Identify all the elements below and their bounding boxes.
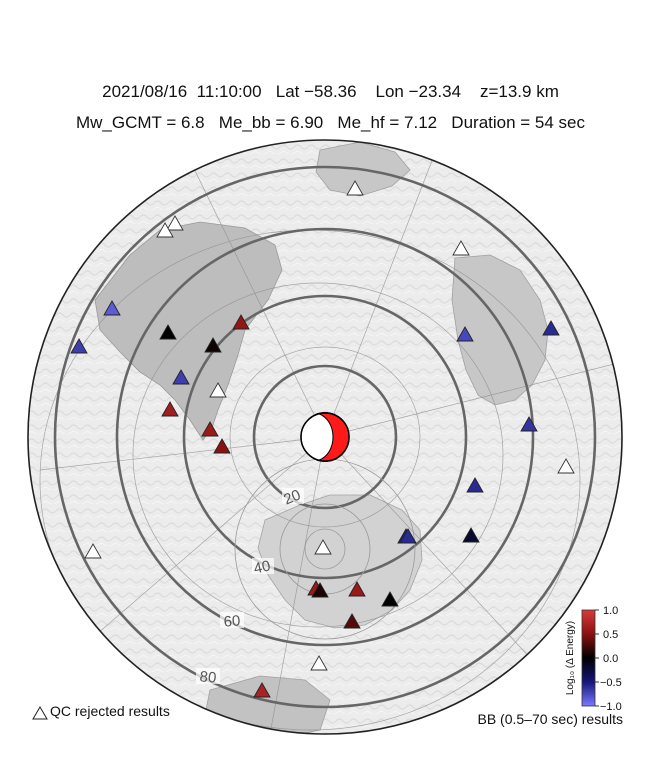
event-time: 11:10:00 [196,82,262,101]
station-marker [381,591,399,607]
ring-label-40: 40 [252,557,272,577]
antarctica-landmass [257,494,423,629]
stations-layer [70,180,575,698]
station-marker-rejected [314,539,332,555]
station-marker [103,300,121,316]
duration: Duration = 54 sec [451,113,586,132]
me-hf: Me_hf = 7.12 [337,113,438,132]
station-marker [466,477,484,493]
station-marker [542,320,560,336]
focal-mechanism-beachball [300,411,350,463]
qc-legend-triangle [32,706,48,720]
station-marker-rejected [452,240,470,256]
station-marker [520,416,538,432]
distance-ring-40 [182,294,468,580]
event-depth: z=13.9 km [479,82,559,101]
ring-label-60: 60 [223,612,241,630]
header-line-1: 2021/08/16 11:10:00 Lat −58.36 Lon −23.3… [0,82,661,102]
header-line-2: Mw_GCMT = 6.8 Me_bb = 6.90 Me_hf = 7.12 … [0,113,661,133]
event-date: 2021/08/16 [102,82,188,101]
station-marker [253,682,271,698]
station-marker [348,581,366,597]
bb-results-caption: BB (0.5–70 sec) results [477,711,623,727]
station-marker [311,582,329,598]
station-marker [232,314,250,330]
colorbar-tick-0: 0.0 [603,653,618,665]
distance-rings [53,165,597,709]
station-marker [161,401,179,417]
station-marker [159,324,177,340]
station-marker-rejected [156,222,174,238]
station-marker [204,337,222,353]
qc-legend: QC rejected results [34,703,170,719]
station-marker [462,527,480,543]
distance-ring-60 [115,227,535,647]
station-marker-rejected [84,543,102,559]
station-marker-rejected [209,382,227,398]
colorbar-tick-neg-1: −1.0 [600,701,622,713]
ring-label-20: 20 [281,486,303,508]
station-marker-rejected [346,180,364,196]
station-marker [456,326,474,342]
mw-gcmt: Mw_GCMT = 6.8 [75,113,205,132]
station-marker-rejected [166,215,184,231]
colorbar-tick-1: 1.0 [603,605,618,617]
south-america-landmass [94,221,283,441]
station-marker [172,369,190,385]
qc-legend-label: QC rejected results [50,703,170,719]
station-marker-rejected [310,655,328,671]
station-marker-rejected [557,458,575,474]
station-marker [201,421,219,437]
globe-boundary [27,139,623,735]
distance-ring-20 [252,364,398,510]
colorbar-gradient [581,609,596,707]
event-lon: Lon −23.34 [375,82,462,101]
colorbar: 1.0 0.5 0.0 −0.5 −1.0 Log₁₀ (Δ Energy) [565,605,622,713]
distance-ring-80 [53,165,597,709]
ring-labels: 20 40 60 80 [196,486,304,687]
ring-label-80: 80 [199,668,217,686]
station-marker [343,613,361,629]
colorbar-label: Log₁₀ (Δ Energy) [565,621,576,695]
station-marker [399,528,417,544]
station-marker [213,438,231,454]
colorbar-tick-neg-0-5: −0.5 [600,677,622,689]
me-bb: Me_bb = 6.90 [218,113,324,132]
event-lat: Lat −58.36 [275,82,357,101]
colorbar-tick-0-5: 0.5 [603,629,618,641]
station-marker [70,338,88,354]
